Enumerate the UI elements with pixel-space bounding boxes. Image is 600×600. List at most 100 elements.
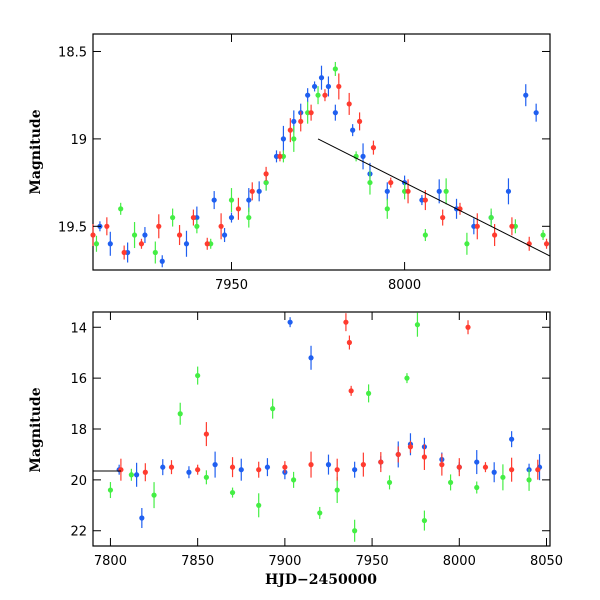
x-tick-label: 7950 (215, 278, 248, 293)
data-point-blue (491, 469, 497, 475)
data-point-green (334, 487, 340, 493)
data-point-red (439, 462, 445, 468)
data-point-green (414, 322, 421, 328)
data-point-green (500, 474, 506, 480)
data-point-green (93, 241, 100, 247)
data-point-red (334, 467, 340, 473)
fit-line (317, 138, 551, 257)
data-point-blue (505, 188, 512, 194)
data-point-blue (474, 459, 480, 465)
data-point-blue (159, 258, 165, 264)
x-tick-label: 7950 (356, 554, 389, 569)
data-point-blue (311, 83, 318, 90)
data-point-blue (221, 232, 228, 238)
data-point-green (256, 502, 262, 508)
bottom-panel-frame (92, 311, 551, 547)
data-point-red (356, 118, 363, 125)
data-point-red (440, 214, 446, 221)
data-point-red (203, 431, 209, 437)
data-point-blue (183, 241, 190, 247)
data-point-blue (142, 232, 148, 238)
data-point-blue (211, 197, 217, 203)
y-tick-label: 19 (70, 133, 87, 148)
top-panel-frame (92, 33, 551, 271)
data-point-green (107, 487, 114, 493)
data-point-green (128, 472, 134, 478)
bottom-panel-xlabel: HJD−2450000 (265, 572, 377, 588)
data-point-red (218, 223, 224, 229)
data-point-blue (360, 153, 366, 159)
data-point-red (336, 83, 342, 90)
data-point-red (346, 339, 353, 346)
data-point-green (384, 206, 390, 212)
y-tick-label: 19.5 (58, 220, 87, 235)
data-point-red (282, 464, 288, 470)
data-point-red (195, 467, 201, 473)
data-point-green (404, 375, 410, 381)
data-point-green (474, 484, 480, 491)
data-point-red (407, 444, 414, 450)
data-point-red (509, 467, 515, 473)
data-point-blue (238, 467, 244, 473)
y-tick-label: 18.5 (58, 45, 87, 60)
data-point-red (370, 145, 377, 151)
data-point-blue (212, 462, 218, 468)
data-point-red (482, 464, 489, 470)
data-point-blue (325, 83, 332, 90)
data-point-green (203, 474, 209, 480)
data-point-red (263, 171, 269, 177)
data-point-blue (246, 197, 252, 203)
data-point-red (156, 223, 162, 229)
data-point-green (270, 406, 276, 412)
top-panel: 7950 8000 18.5 19 19.5 Magnitude (28, 33, 551, 293)
data-point-green (464, 241, 470, 247)
data-point-green (386, 479, 393, 486)
x-tick-label: 8050 (530, 554, 563, 569)
data-point-red (395, 451, 401, 458)
data-point-red (456, 464, 462, 470)
data-point-green (194, 223, 200, 229)
data-point-blue (305, 92, 311, 98)
data-point-blue (384, 188, 390, 194)
data-point-green (540, 232, 546, 238)
data-point-blue (228, 214, 235, 221)
data-point-red (388, 179, 394, 186)
data-point-red (360, 462, 366, 468)
data-point-blue (186, 469, 192, 475)
data-point-red (308, 462, 314, 468)
data-point-red (465, 324, 471, 330)
data-point-blue (533, 110, 539, 116)
data-point-green (263, 179, 269, 186)
x-tick-label: 8000 (443, 554, 476, 569)
data-point-blue (139, 515, 145, 521)
data-point-green (177, 411, 183, 417)
data-point-blue (318, 75, 325, 81)
data-point-green (367, 179, 373, 186)
data-point-green (332, 66, 338, 72)
data-point-red (90, 232, 96, 238)
data-point-red (298, 118, 304, 125)
data-point-red (256, 467, 262, 473)
data-point-green (290, 477, 297, 483)
data-point-red (322, 92, 328, 98)
data-point-red (492, 232, 498, 238)
data-point-green (229, 489, 236, 496)
data-point-red (249, 188, 255, 194)
data-point-red (474, 223, 480, 229)
data-point-red (348, 388, 354, 394)
bottom-panel-ylabel: Magnitude (28, 387, 44, 472)
data-point-green (447, 479, 454, 486)
data-point-green (228, 197, 235, 203)
y-tick-label: 20 (70, 474, 87, 489)
data-point-blue (160, 464, 166, 470)
data-point-green (315, 92, 321, 98)
data-point-blue (287, 319, 293, 325)
data-point-green (352, 528, 358, 534)
data-point-red (142, 469, 148, 475)
data-point-blue (509, 436, 515, 442)
data-point-red (543, 241, 550, 247)
bottom-panel-ticks: 7800 7850 7900 7950 8000 8050 14 16 18 20 22 (70, 312, 563, 569)
data-point-green (151, 492, 157, 498)
data-point-blue (256, 188, 262, 194)
data-point-red (287, 127, 293, 133)
